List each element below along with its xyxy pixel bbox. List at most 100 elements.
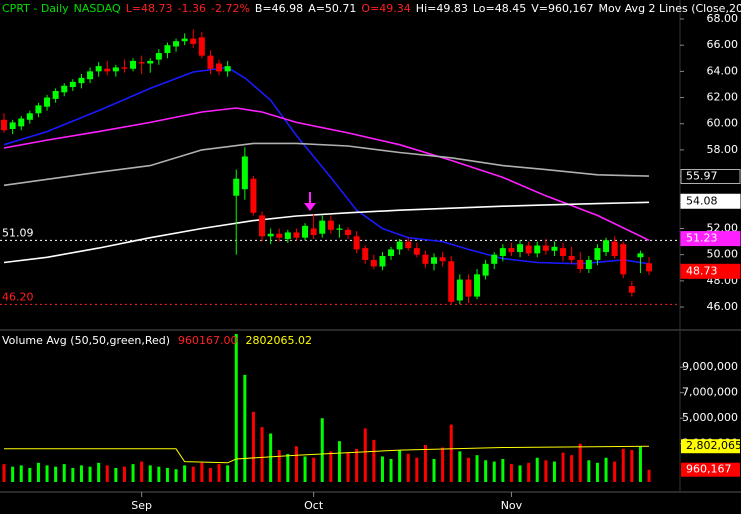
candle-body: [353, 236, 360, 250]
candle-body: [456, 279, 463, 301]
volume-bar: [415, 457, 419, 482]
volume-bar: [88, 466, 92, 482]
volume-bar: [561, 452, 565, 482]
y-tick-label: 66.00: [707, 38, 739, 51]
candle-body: [9, 122, 16, 129]
header: CPRT - Daily NASDAQ L=48.73 -1.36 -2.72% B=46…: [2, 2, 741, 15]
y-tick-label: 7,000,000: [682, 386, 738, 399]
candle-body: [336, 228, 343, 230]
candle-body: [164, 45, 171, 54]
candle-body: [87, 71, 94, 80]
volume-bar: [45, 465, 49, 482]
volume-bar: [191, 466, 195, 482]
candle-body: [491, 254, 498, 264]
candle-body: [224, 66, 231, 72]
volume-bar: [578, 443, 582, 482]
volume-bar: [423, 444, 427, 482]
volume-bar: [544, 460, 548, 482]
candle-body: [465, 279, 472, 297]
volume-bar: [71, 467, 75, 482]
volume-bar: [355, 448, 359, 482]
volume-bar: [165, 467, 169, 482]
candle-body: [542, 245, 549, 251]
volume-bar: [484, 460, 488, 482]
volume-bar: [492, 461, 496, 482]
header-item: O=49.34: [361, 2, 410, 15]
candle-body: [362, 248, 369, 260]
moving-average-line: [3, 142, 650, 187]
candle-body: [482, 263, 489, 276]
candle-body: [250, 178, 257, 213]
candle-body: [207, 55, 214, 69]
candle-body: [293, 232, 300, 238]
volume-bar: [36, 462, 40, 482]
volume-bar: [346, 452, 350, 482]
volume-bar: [389, 459, 393, 482]
candle-body: [534, 245, 541, 254]
volume-bar: [552, 461, 556, 482]
candle-body: [173, 41, 180, 47]
volume-bar: [286, 453, 290, 482]
candle-body: [241, 156, 248, 190]
candle-body: [345, 229, 352, 236]
candle-body: [1, 119, 8, 131]
volume-average-line: [4, 445, 650, 464]
candle-body: [448, 261, 455, 302]
candle-body: [637, 253, 644, 258]
candle-body: [190, 38, 197, 44]
volume-bar: [501, 459, 505, 482]
candle-body: [379, 255, 386, 267]
volume-bar: [587, 460, 591, 482]
candle-body: [44, 97, 51, 107]
volume-tag: [681, 439, 740, 454]
candle-body: [104, 68, 111, 72]
volume-bar: [234, 334, 238, 482]
volume-bar: [157, 466, 161, 482]
candle-body: [26, 113, 33, 120]
candle-body: [628, 286, 635, 293]
arrow-head: [304, 203, 316, 211]
candle-body: [319, 220, 326, 234]
candle-body: [130, 60, 137, 69]
candle-body: [18, 118, 25, 127]
volume-bar: [208, 467, 212, 482]
y-tick-label: 46.00: [707, 300, 739, 313]
volume-bar: [638, 446, 642, 482]
volume-bar: [131, 464, 135, 482]
volume-bar: [509, 464, 513, 482]
volume-bar: [630, 450, 634, 482]
y-tick-label: 68.00: [707, 12, 739, 25]
candle-body: [216, 63, 223, 72]
candle-body: [121, 67, 128, 69]
volume-bar: [62, 464, 66, 482]
volume-bar: [320, 418, 324, 482]
candle-body: [35, 105, 42, 114]
volume-bar: [294, 446, 298, 482]
volume-bar: [621, 448, 625, 482]
level-label: 51.09: [2, 226, 34, 239]
header-item: -2.72%: [211, 2, 250, 15]
volume-tag-label: 2,802,065: [686, 439, 741, 452]
volume-bar: [28, 467, 32, 482]
price-tag-label: 54.08: [686, 194, 718, 207]
volume-bar: [148, 465, 152, 482]
candle-body: [396, 241, 403, 250]
header-item: V=960,167: [531, 2, 593, 15]
y-tick-label: 5,000,000: [682, 411, 738, 424]
volume-bar: [406, 453, 410, 482]
header-item: L=48.73: [126, 2, 173, 15]
volume-bar: [458, 451, 462, 482]
price-tag: [680, 231, 741, 247]
candle-body: [499, 248, 506, 256]
level-label: 46.20: [2, 290, 34, 303]
volume-bar: [243, 374, 247, 482]
candle-body: [310, 228, 317, 236]
volume-bar: [595, 462, 599, 482]
volume-bar: [527, 462, 531, 482]
volume-bar: [19, 465, 23, 482]
candle-body: [474, 274, 481, 297]
volume-bar: [217, 464, 221, 482]
